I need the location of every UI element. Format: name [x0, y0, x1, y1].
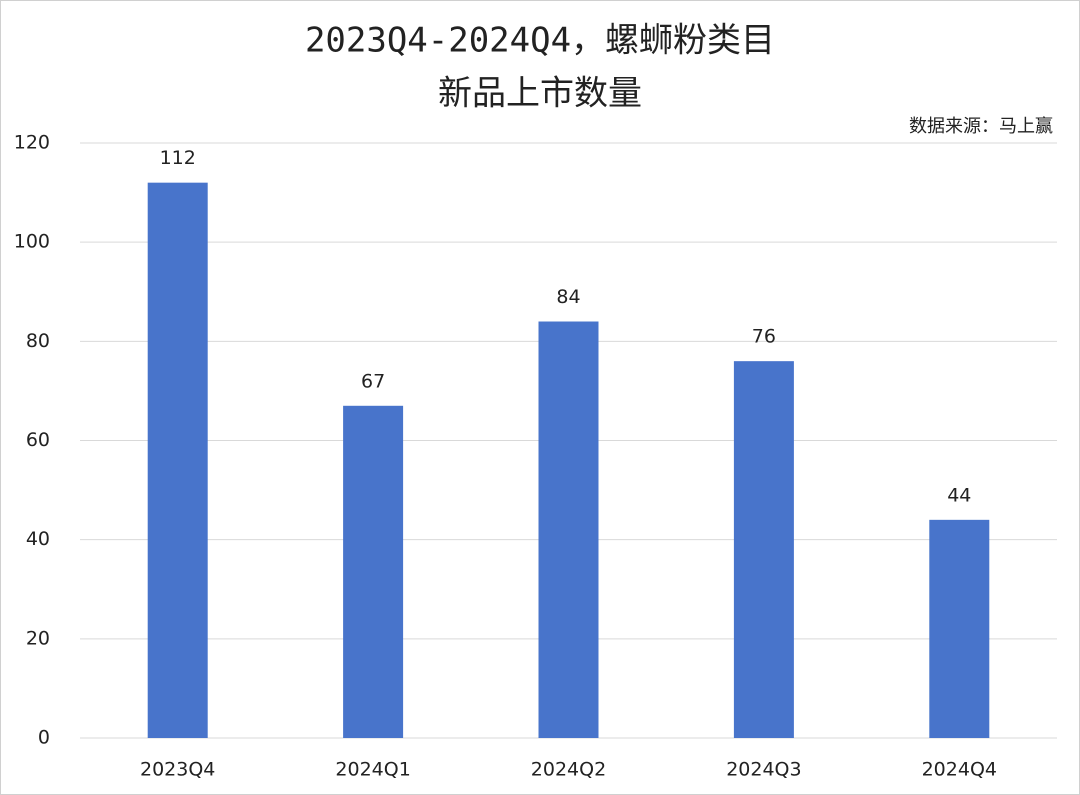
x-tick-label: 2023Q4: [140, 759, 215, 781]
x-tick-label: 2024Q4: [922, 759, 997, 781]
y-tick-label: 100: [14, 231, 50, 253]
y-tick-label: 40: [26, 528, 50, 550]
y-tick-label: 60: [26, 429, 50, 451]
data-label: 67: [361, 370, 385, 392]
data-label: 84: [556, 286, 580, 308]
y-tick-label: 80: [26, 330, 50, 352]
source-note: 数据来源：马上赢: [909, 115, 1053, 137]
y-tick-label: 0: [38, 727, 50, 749]
y-tick-label: 120: [14, 132, 50, 154]
data-label: 112: [160, 147, 196, 169]
bar: [733, 361, 794, 738]
chart-title: 2023Q4-2024Q4，螺蛳粉类目: [305, 21, 775, 61]
bar: [147, 182, 208, 738]
x-tick-label: 2024Q1: [335, 759, 410, 781]
chart-title: 新品上市数量: [438, 74, 642, 114]
x-tick-label: 2024Q2: [531, 759, 606, 781]
y-tick-label: 20: [26, 627, 50, 649]
data-label: 76: [752, 326, 776, 348]
x-tick-label: 2024Q3: [726, 759, 801, 781]
bar: [929, 519, 990, 738]
data-label: 44: [947, 484, 971, 506]
bar: [538, 321, 599, 738]
bar: [343, 405, 404, 738]
